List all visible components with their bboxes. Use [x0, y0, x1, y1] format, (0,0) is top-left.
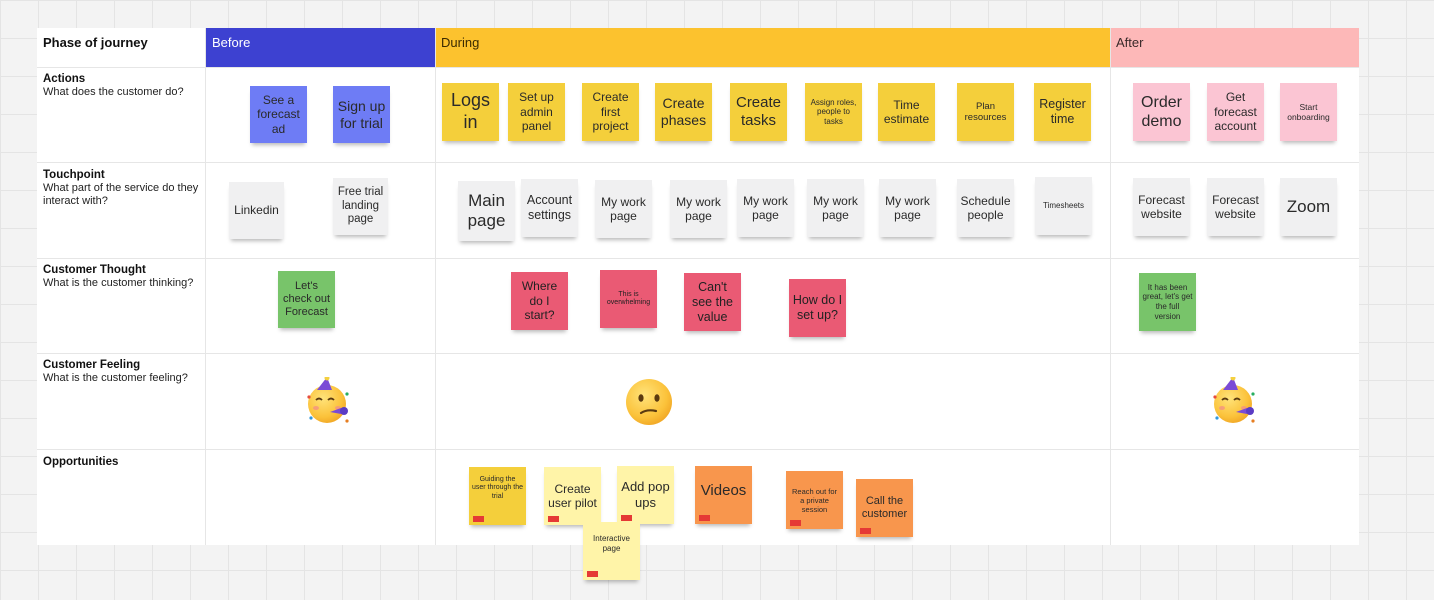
header-phase-label: Phase of journey — [43, 35, 148, 50]
sticky-note-interactive-page[interactable]: Interactive page — [583, 522, 640, 580]
row-description: What is the customer feeling? — [43, 372, 188, 384]
sticky-note-how-do-i-set-up[interactable]: How do I set up? — [789, 279, 846, 337]
column-divider — [205, 28, 206, 545]
column-divider — [435, 28, 436, 545]
sticky-note-forecast-website-1[interactable]: Forecast website — [1133, 178, 1190, 236]
row-title: Customer Feeling — [43, 359, 141, 371]
sticky-note-schedule-people[interactable]: Schedule people — [957, 179, 1014, 237]
sticky-note-forecast-website-2[interactable]: Forecast website — [1207, 178, 1264, 236]
sticky-note-timesheets[interactable]: Timesheets — [1035, 177, 1092, 235]
row-title: Actions — [43, 73, 86, 85]
flag-marker-icon — [860, 528, 871, 534]
row-label-feeling: Customer Feeling What is the customer fe… — [43, 359, 203, 385]
flag-marker-icon — [548, 516, 559, 522]
sticky-note-cant-see-value[interactable]: Can't see the value — [684, 273, 741, 331]
row-divider — [37, 67, 1359, 68]
sticky-note-main-page[interactable]: Main page — [458, 181, 515, 241]
sticky-note-create-user-pilot[interactable]: Create user pilot — [544, 467, 601, 525]
sticky-note-see-forecast-ad[interactable]: See a forecast ad — [250, 86, 307, 143]
row-divider — [37, 449, 1359, 450]
sticky-note-plan-resources[interactable]: Plan resources — [957, 83, 1014, 141]
sticky-note-get-forecast-account[interactable]: Get forecast account — [1207, 83, 1264, 141]
sticky-note-my-work-page-2[interactable]: My work page — [670, 180, 727, 238]
partying-face-icon — [303, 377, 353, 427]
sticky-note-free-trial-landing-page[interactable]: Free trial landing page — [333, 178, 388, 235]
column-divider — [1110, 28, 1111, 545]
sticky-note-this-is-overwhelming[interactable]: This is overwhelming — [600, 270, 657, 328]
sticky-note-lets-check-out-forecast[interactable]: Let's check out Forecast — [278, 271, 335, 328]
sticky-note-guiding-user-trial[interactable]: Guiding the user through the trial — [469, 467, 526, 525]
sticky-note-call-the-customer[interactable]: Call the customer — [856, 479, 913, 537]
sticky-note-create-phases[interactable]: Create phases — [655, 83, 712, 141]
sticky-note-order-demo[interactable]: Order demo — [1133, 83, 1190, 141]
flag-marker-icon — [790, 520, 801, 526]
sticky-note-videos[interactable]: Videos — [695, 466, 752, 524]
header-before: Before — [206, 28, 435, 67]
sticky-note-reach-out-private-session[interactable]: Reach out for a private session — [786, 471, 843, 529]
flag-marker-icon — [699, 515, 710, 521]
sticky-note-create-tasks[interactable]: Create tasks — [730, 83, 787, 141]
sticky-note-where-do-i-start[interactable]: Where do I start? — [511, 272, 568, 330]
sticky-note-zoom[interactable]: Zoom — [1280, 178, 1337, 236]
row-divider — [37, 353, 1359, 354]
sticky-note-add-pop-ups[interactable]: Add pop ups — [617, 466, 674, 524]
row-title: Customer Thought — [43, 264, 146, 276]
flag-marker-icon — [621, 515, 632, 521]
sticky-note-linkedin[interactable]: Linkedin — [229, 182, 284, 239]
flag-marker-icon — [587, 571, 598, 577]
row-divider — [37, 258, 1359, 259]
sticky-note-create-first-project[interactable]: Create first project — [582, 83, 639, 141]
sticky-note-set-up-admin-panel[interactable]: Set up admin panel — [508, 83, 565, 141]
sticky-note-my-work-page-4[interactable]: My work page — [807, 179, 864, 237]
row-title: Touchpoint — [43, 169, 105, 181]
confused-face-icon — [624, 377, 674, 427]
journey-map-board: Phase of journey Before During After Act… — [37, 28, 1359, 580]
row-description: What part of the service do they interac… — [43, 182, 199, 207]
header-during: During — [435, 28, 1110, 67]
sticky-note-start-onboarding[interactable]: Start onboarding — [1280, 83, 1337, 141]
row-description: What does the customer do? — [43, 86, 184, 98]
row-title: Opportunities — [43, 456, 119, 468]
sticky-note-sign-up-trial[interactable]: Sign up for trial — [333, 86, 390, 143]
row-label-actions: Actions What does the customer do? — [43, 73, 203, 99]
row-description: What is the customer thinking? — [43, 277, 194, 289]
sticky-note-assign-roles[interactable]: Assign roles, people to tasks — [805, 83, 862, 141]
sticky-note-my-work-page-5[interactable]: My work page — [879, 179, 936, 237]
sticky-note-logs-in[interactable]: Logs in — [442, 83, 499, 141]
row-label-thought: Customer Thought What is the customer th… — [43, 264, 203, 290]
row-divider — [37, 162, 1359, 163]
sticky-note-register-time[interactable]: Register time — [1034, 83, 1091, 141]
row-label-touchpoint: Touchpoint What part of the service do t… — [43, 169, 203, 208]
flag-marker-icon — [473, 516, 484, 522]
sticky-note-time-estimate[interactable]: Time estimate — [878, 83, 935, 141]
sticky-note-its-been-great[interactable]: It has been great, let's get the full ve… — [1139, 273, 1196, 331]
sticky-note-account-settings[interactable]: Account settings — [521, 179, 578, 237]
sticky-note-my-work-page-1[interactable]: My work page — [595, 180, 652, 238]
partying-face-icon — [1209, 377, 1259, 427]
row-label-opportunities: Opportunities — [43, 456, 203, 469]
sticky-note-my-work-page-3[interactable]: My work page — [737, 179, 794, 237]
header-after: After — [1110, 28, 1359, 67]
